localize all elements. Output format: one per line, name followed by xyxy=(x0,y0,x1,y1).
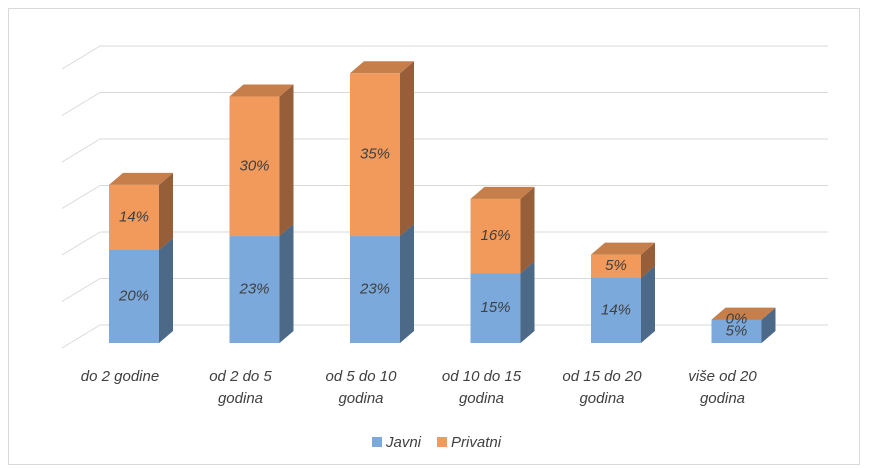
grid-line-side xyxy=(61,324,101,349)
value-label: 30% xyxy=(239,157,269,174)
bar-top xyxy=(711,307,776,320)
grid-line-side xyxy=(61,185,101,209)
bar-top xyxy=(350,61,414,74)
bar-top xyxy=(109,172,173,185)
legend-swatch xyxy=(437,437,448,447)
legend-label: Javni xyxy=(385,434,422,451)
bar xyxy=(229,96,280,237)
value-label: 5% xyxy=(605,257,627,274)
value-label: 14% xyxy=(601,301,631,318)
grid-line-side xyxy=(61,278,101,302)
x-tick-label: od 10 do 15 godina xyxy=(441,368,522,407)
value-label: 23% xyxy=(238,280,269,297)
bar xyxy=(470,198,521,274)
bar-side xyxy=(761,307,776,343)
bar-top xyxy=(591,242,655,255)
bar xyxy=(350,236,400,343)
grid-line-side xyxy=(61,138,101,163)
bar-side xyxy=(159,238,173,343)
x-tick-label: od 2 do 5 godina xyxy=(209,368,272,407)
bar-side xyxy=(279,84,294,237)
value-label: 23% xyxy=(359,280,390,297)
legend-label: Privatni xyxy=(451,434,502,451)
bar-side xyxy=(159,172,173,250)
value-label: 35% xyxy=(360,146,390,163)
bar-top xyxy=(470,186,535,199)
bar-side xyxy=(520,186,535,274)
bar xyxy=(711,319,762,343)
bar-side xyxy=(279,224,294,343)
bar-top xyxy=(229,84,294,97)
bar xyxy=(229,236,280,343)
x-tick-label: od 15 do 20 godina xyxy=(562,368,642,407)
x-tick-label: do 2 godine xyxy=(80,368,160,385)
bar xyxy=(350,73,400,237)
value-label: 5% xyxy=(726,322,748,339)
grid-line-side xyxy=(61,92,101,116)
bar-side xyxy=(520,261,535,343)
value-label: 14% xyxy=(119,208,149,225)
bar-side xyxy=(400,224,414,343)
value-label: 16% xyxy=(480,227,510,244)
bar xyxy=(470,273,521,343)
bar-side xyxy=(641,242,655,278)
bar-side xyxy=(400,61,414,237)
bar xyxy=(109,184,159,250)
value-label: 0% xyxy=(726,311,748,328)
x-tick-label: više od 20 godina xyxy=(688,368,757,407)
grid-line-side xyxy=(61,231,101,256)
value-label: 15% xyxy=(480,299,510,316)
grid-line-side xyxy=(61,45,101,70)
x-tick-label: od 5 do 10 godina xyxy=(325,368,397,407)
legend-swatch xyxy=(372,437,382,447)
bar xyxy=(591,254,641,278)
bar-side xyxy=(641,265,655,343)
bar xyxy=(109,250,159,343)
value-label: 20% xyxy=(118,287,149,304)
bar xyxy=(591,277,641,343)
